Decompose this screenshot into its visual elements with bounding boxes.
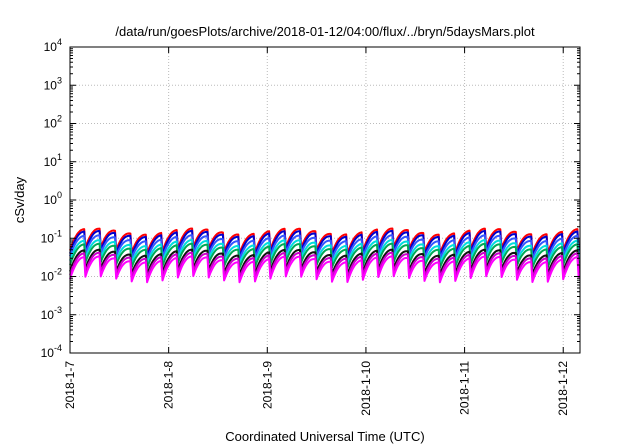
series-line (69, 242, 581, 269)
y-tick-label: 10-1 (41, 228, 62, 245)
y-tick-label: 10-4 (41, 343, 62, 360)
y-axis-label: cSv/day (12, 176, 27, 223)
y-tick-label: 101 (44, 152, 62, 169)
x-tick-label: 2018-1-9 (260, 361, 274, 409)
grid (69, 46, 580, 354)
x-axis: 2018-1-7 2018-1-8 2018-1-9 2018-1-10 2018-1-… (63, 47, 570, 416)
y-tick-label: 10-3 (41, 305, 62, 322)
x-axis-label: Coordinated Universal Time (UTC) (225, 429, 424, 444)
y-tick-label: 103 (44, 75, 62, 92)
x-tick-label: 2018-1-11 (458, 361, 472, 415)
x-tick-label: 2018-1-7 (63, 361, 77, 409)
series-line (69, 234, 581, 261)
y-tick-label: 104 (44, 37, 62, 54)
series-line (69, 255, 581, 284)
x-tick-label: 2018-1-8 (162, 361, 176, 409)
x-tick-label: 2018-1-12 (556, 361, 570, 416)
series-group (69, 227, 581, 284)
y-tick-label: 10-2 (41, 267, 62, 284)
series-line (69, 229, 581, 258)
series-line (69, 239, 581, 265)
chart-title: /data/run/goesPlots/archive/2018-01-12/0… (115, 24, 535, 39)
y-tick-label: 102 (44, 114, 62, 131)
y-tick-label: 100 (44, 190, 62, 207)
x-tick-label: 2018-1-10 (359, 361, 373, 416)
series-line (69, 227, 581, 255)
series-line (69, 251, 581, 279)
y-axis: 10-4 10-3 10-2 10-1 100 101 102 103 104 (41, 37, 580, 360)
series-line (69, 248, 581, 276)
